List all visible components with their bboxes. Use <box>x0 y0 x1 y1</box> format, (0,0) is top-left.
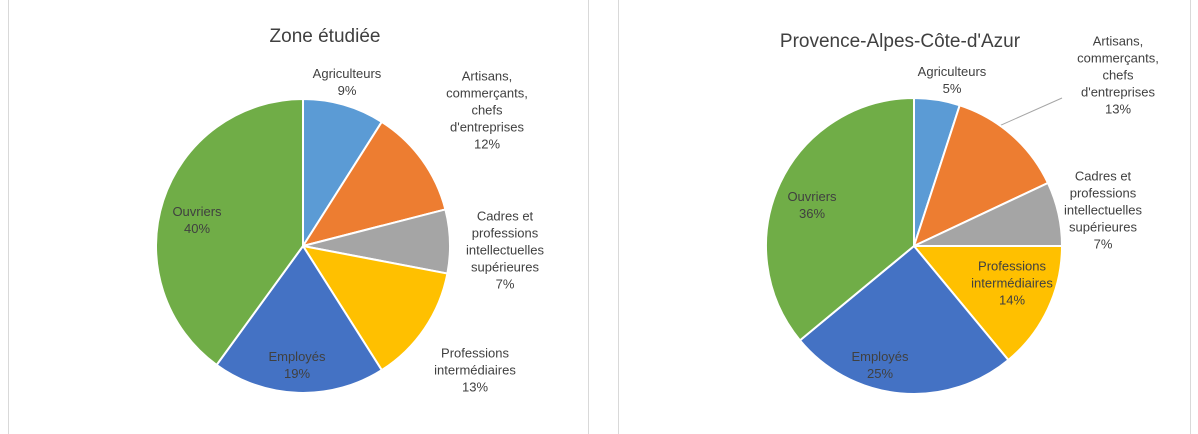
category-label: Cadres et professions intellectuelles su… <box>465 208 545 275</box>
category-label: Employés <box>268 349 326 364</box>
category-label: Ouvriers <box>172 204 222 219</box>
panel <box>618 0 1191 434</box>
value-label: 13% <box>1104 101 1132 117</box>
value-label: 7% <box>1093 236 1113 252</box>
pie-slice <box>302 97 384 250</box>
value-label: 36% <box>798 206 826 221</box>
pie-slice <box>215 244 384 394</box>
pie-slice <box>300 244 449 372</box>
leader-line <box>989 97 1063 131</box>
data-label: Cadres et professions intellectuelles su… <box>1053 168 1153 253</box>
category-label: Professions intermédiaires <box>434 345 516 378</box>
category-label: Agriculteurs <box>917 64 987 79</box>
chart-title: Zone étudiée <box>270 26 381 47</box>
data-label: Agriculteurs 9% <box>292 65 402 99</box>
panel <box>8 0 589 434</box>
category-label: Ouvriers <box>787 189 837 204</box>
category-label: Artisans, commerçants, chefs d'entrepris… <box>1077 33 1159 100</box>
value-label: 40% <box>183 221 211 236</box>
value-label: 14% <box>998 292 1026 308</box>
pie-slice <box>765 96 915 342</box>
data-label: Cadres et professions intellectuelles su… <box>455 208 555 293</box>
data-label: Ouvriers 36% <box>767 188 857 222</box>
value-label: 9% <box>337 83 357 98</box>
data-label: Employés 25% <box>835 348 925 382</box>
pie-slice <box>911 245 1064 362</box>
category-label: Employés <box>851 349 909 364</box>
pie-slice <box>300 120 447 248</box>
data-label: Ouvriers 40% <box>152 203 242 237</box>
value-label: 12% <box>473 136 501 152</box>
category-label: Professions intermédiaires <box>971 258 1053 291</box>
category-label: Cadres et professions intellectuelles su… <box>1063 168 1143 235</box>
data-label: Professions intermédiaires 13% <box>420 345 530 396</box>
data-label: Employés 19% <box>252 348 342 382</box>
data-label: Artisans, commerçants, chefs d'entrepris… <box>1068 33 1168 118</box>
pie-slice <box>155 97 304 367</box>
value-label: 13% <box>461 379 489 395</box>
value-label: 7% <box>495 276 515 292</box>
value-label: 5% <box>942 81 962 96</box>
category-label: Agriculteurs <box>312 66 382 81</box>
pie-slice <box>798 244 1010 395</box>
data-label: Agriculteurs 5% <box>897 63 1007 97</box>
chart-title: Provence-Alpes-Côte-d'Azur <box>780 31 1021 52</box>
category-label: Artisans, commerçants, chefs d'entrepris… <box>446 68 528 135</box>
pie-slice <box>912 103 1050 248</box>
data-label: Artisans, commerçants, chefs d'entrepris… <box>437 68 537 153</box>
value-label: 19% <box>283 366 311 381</box>
value-label: 25% <box>866 366 894 381</box>
data-label: Professions intermédiaires 14% <box>957 258 1067 309</box>
